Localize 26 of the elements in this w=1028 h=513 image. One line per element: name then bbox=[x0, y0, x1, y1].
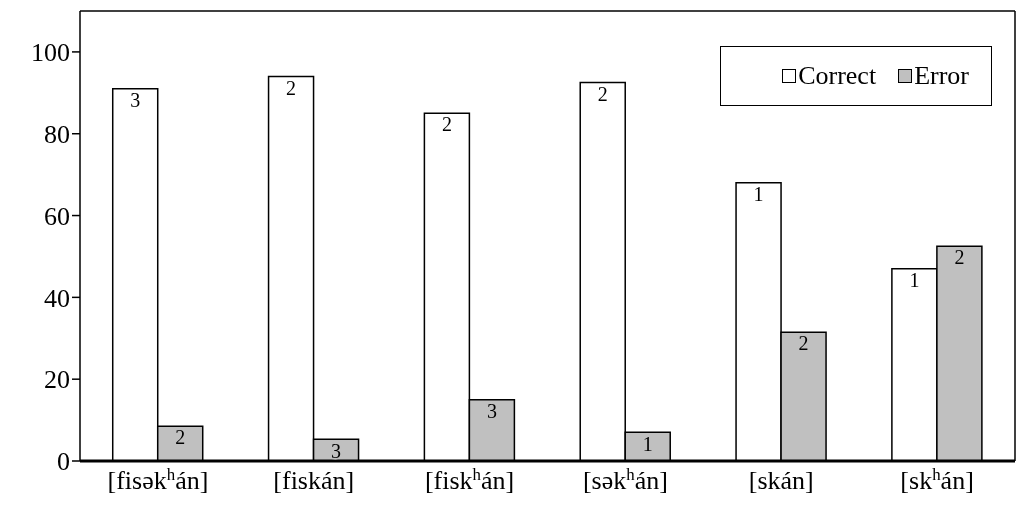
y-tick-label: 60 bbox=[44, 201, 70, 231]
y-tick-label: 0 bbox=[57, 447, 70, 477]
x-tick-label: [fisk$^{h}$án] bbox=[424, 464, 515, 495]
annotation: 2 bbox=[175, 426, 186, 449]
legend-label: Correct bbox=[797, 61, 877, 91]
annotation: 2 bbox=[798, 332, 809, 355]
y-tick-label: 100 bbox=[31, 38, 70, 68]
annotation: 3 bbox=[331, 439, 342, 462]
x-tick-label: [skán] bbox=[748, 466, 814, 495]
annotation: 3 bbox=[130, 88, 141, 111]
annotation: 2 bbox=[441, 113, 452, 136]
x-tick-label: [sək$^{h}$án] bbox=[582, 464, 668, 495]
x-tick-label: [sk$^{h}$án] bbox=[900, 464, 974, 495]
annotation: 1 bbox=[909, 268, 920, 291]
annotation: 2 bbox=[286, 76, 297, 99]
annotation: 2 bbox=[954, 246, 965, 269]
legend-label: Error bbox=[913, 61, 969, 91]
y-tick-label: 80 bbox=[44, 119, 70, 149]
annotation: 1 bbox=[642, 432, 653, 455]
y-tick-label: 40 bbox=[44, 283, 70, 313]
y-tick-label: 20 bbox=[44, 365, 70, 395]
x-tick-label: [fisək$^{h}$án] bbox=[107, 464, 209, 495]
annotation: 2 bbox=[597, 82, 608, 105]
annotation: 3 bbox=[486, 399, 497, 422]
annotation: 1 bbox=[753, 183, 764, 206]
x-tick-label: [fiskán] bbox=[273, 466, 355, 495]
